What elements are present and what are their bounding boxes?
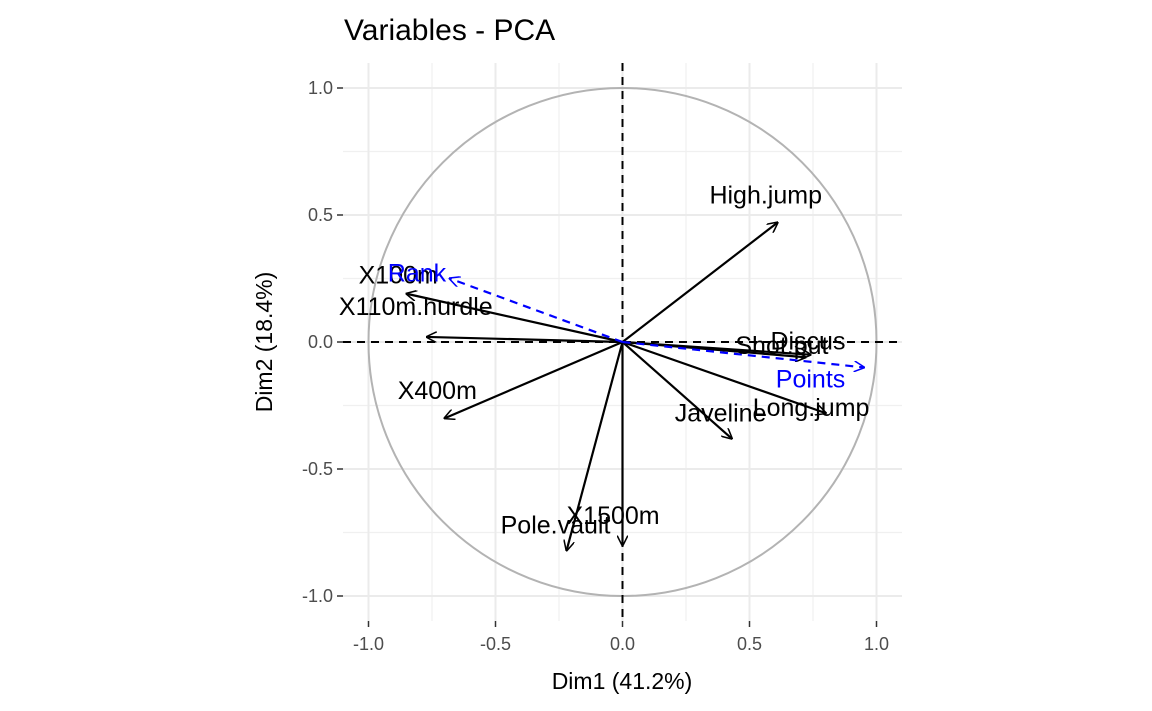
- arrow-x400m: [445, 340, 623, 418]
- arrow-high-jump: [621, 223, 778, 343]
- x-tick-label: 0.0: [610, 634, 635, 654]
- label-javeline: Javeline: [675, 400, 767, 428]
- x-axis-title: Dim1 (41.2%): [552, 668, 693, 694]
- variable-labels: X100m Long.jump Shot.put High.jump X400m X110…: [339, 182, 870, 540]
- y-tick-label: 0.5: [308, 205, 333, 225]
- label-rank: Rank: [388, 260, 447, 288]
- arrow-discus: [622, 340, 811, 355]
- arrow-javeline: [621, 341, 732, 439]
- label-pole-vault: Pole.vault: [501, 511, 611, 539]
- x-tick-label: -1.0: [353, 634, 384, 654]
- y-tick-label: -0.5: [302, 459, 333, 479]
- label-discus: Discus: [770, 328, 845, 356]
- chart-title: Variables - PCA: [344, 14, 555, 47]
- label-x100m: X100m: [359, 262, 438, 290]
- x-tick-label: 1.0: [864, 634, 889, 654]
- label-points: Points: [776, 365, 845, 393]
- y-tick-label: -1.0: [302, 586, 333, 606]
- arrow-rank: [450, 279, 623, 344]
- y-tick-label: 0.0: [308, 332, 333, 352]
- arrow-points: [622, 340, 864, 367]
- axes: -1.0 -0.5 0.0 0.5 1.0 1.0 0.5 0.0 -0.5 -1.0: [302, 78, 889, 654]
- label-x110m-hurdle: X110m.hurdle: [339, 293, 493, 321]
- x-tick-label: 0.5: [737, 634, 762, 654]
- label-high-jump: High.jump: [709, 182, 822, 210]
- label-shot-put: Shot.put: [735, 332, 828, 360]
- arrow-long-jump: [622, 340, 826, 413]
- y-axis-title: Dim2 (18.4%): [251, 272, 277, 413]
- label-x400m: X400m: [398, 377, 477, 405]
- arrow-pole-vault: [567, 341, 624, 550]
- x-tick-label: -0.5: [480, 634, 511, 654]
- arrow-x100m: [407, 294, 623, 344]
- label-long-jump: Long.jump: [753, 394, 870, 422]
- label-x1500m: X1500m: [567, 502, 660, 530]
- variable-arrows: [407, 223, 864, 551]
- y-tick-label: 1.0: [308, 78, 333, 98]
- arrow-x110m-hurdle: [427, 337, 623, 344]
